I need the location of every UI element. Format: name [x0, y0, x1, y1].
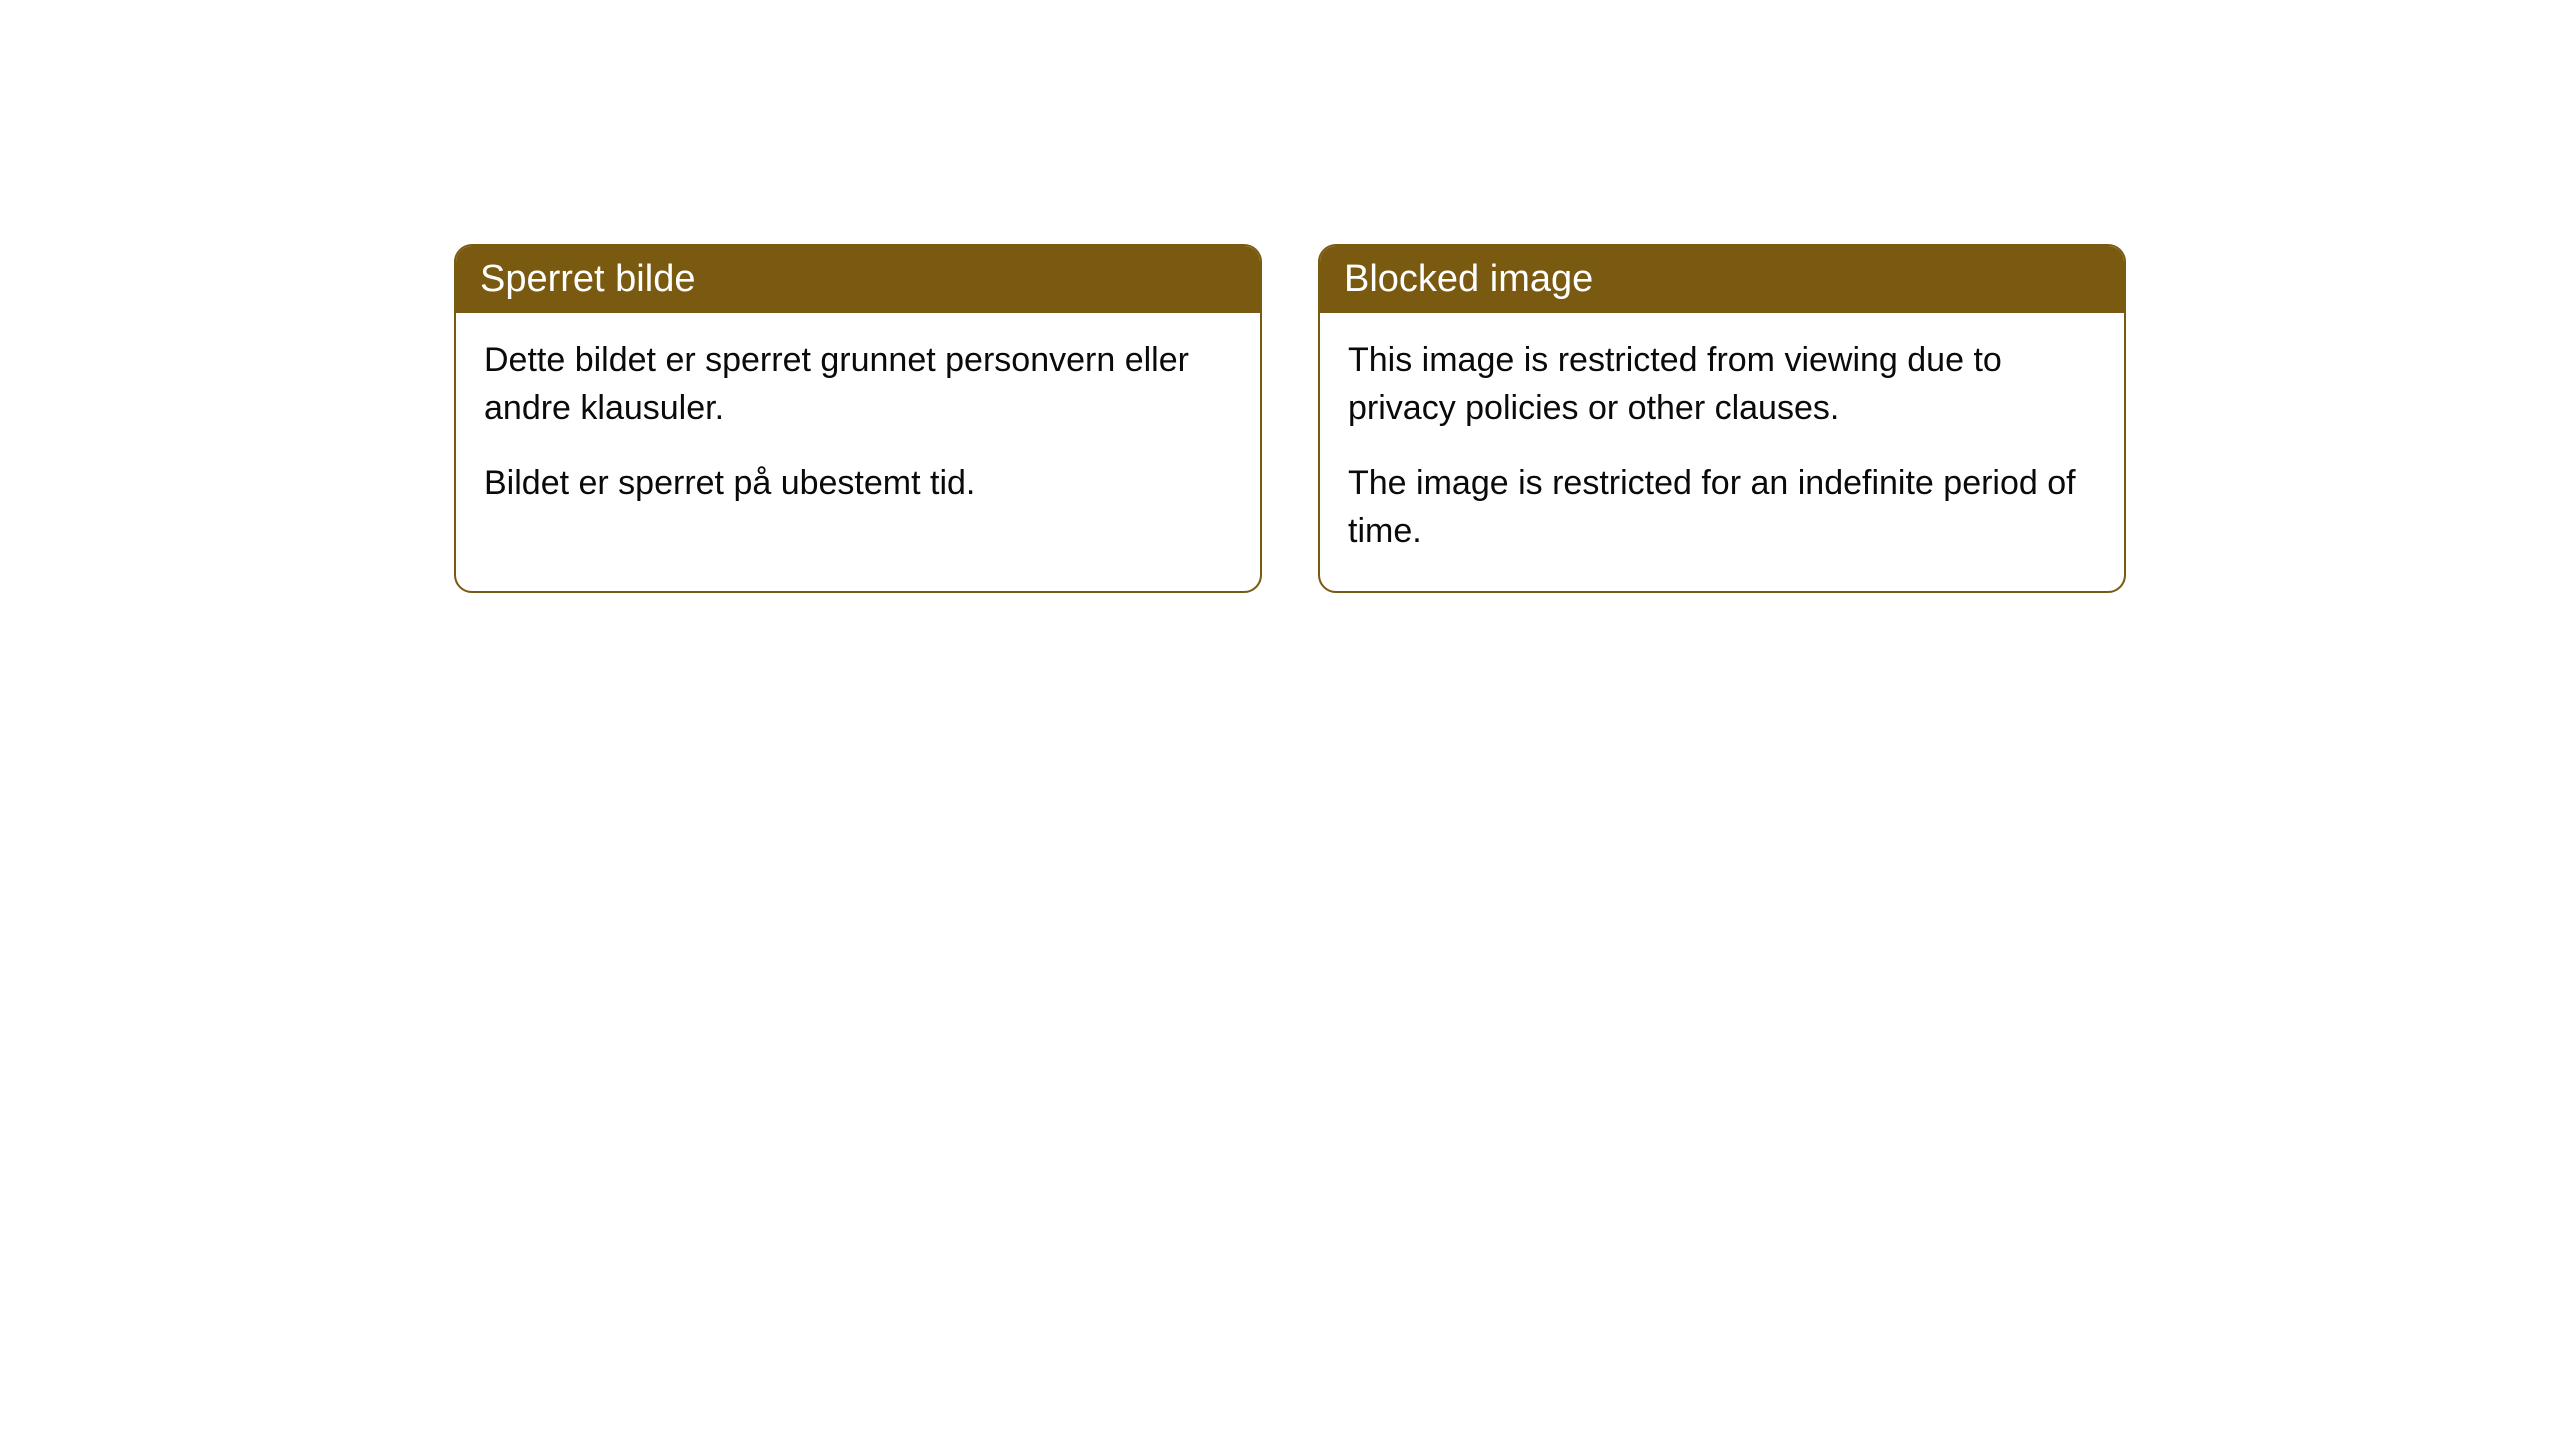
- card-header: Sperret bilde: [456, 246, 1260, 313]
- notice-container: Sperret bilde Dette bildet er sperret gr…: [0, 0, 2560, 593]
- card-title: Blocked image: [1344, 258, 1593, 300]
- card-body: This image is restricted from viewing du…: [1320, 313, 2124, 591]
- card-header: Blocked image: [1320, 246, 2124, 313]
- card-paragraph-2: Bildet er sperret på ubestemt tid.: [484, 460, 1232, 508]
- card-title: Sperret bilde: [480, 258, 695, 300]
- card-body: Dette bildet er sperret grunnet personve…: [456, 313, 1260, 544]
- blocked-image-card-english: Blocked image This image is restricted f…: [1318, 244, 2126, 593]
- card-paragraph-1: This image is restricted from viewing du…: [1348, 337, 2096, 432]
- blocked-image-card-norwegian: Sperret bilde Dette bildet er sperret gr…: [454, 244, 1262, 593]
- card-paragraph-1: Dette bildet er sperret grunnet personve…: [484, 337, 1232, 432]
- card-paragraph-2: The image is restricted for an indefinit…: [1348, 460, 2096, 555]
